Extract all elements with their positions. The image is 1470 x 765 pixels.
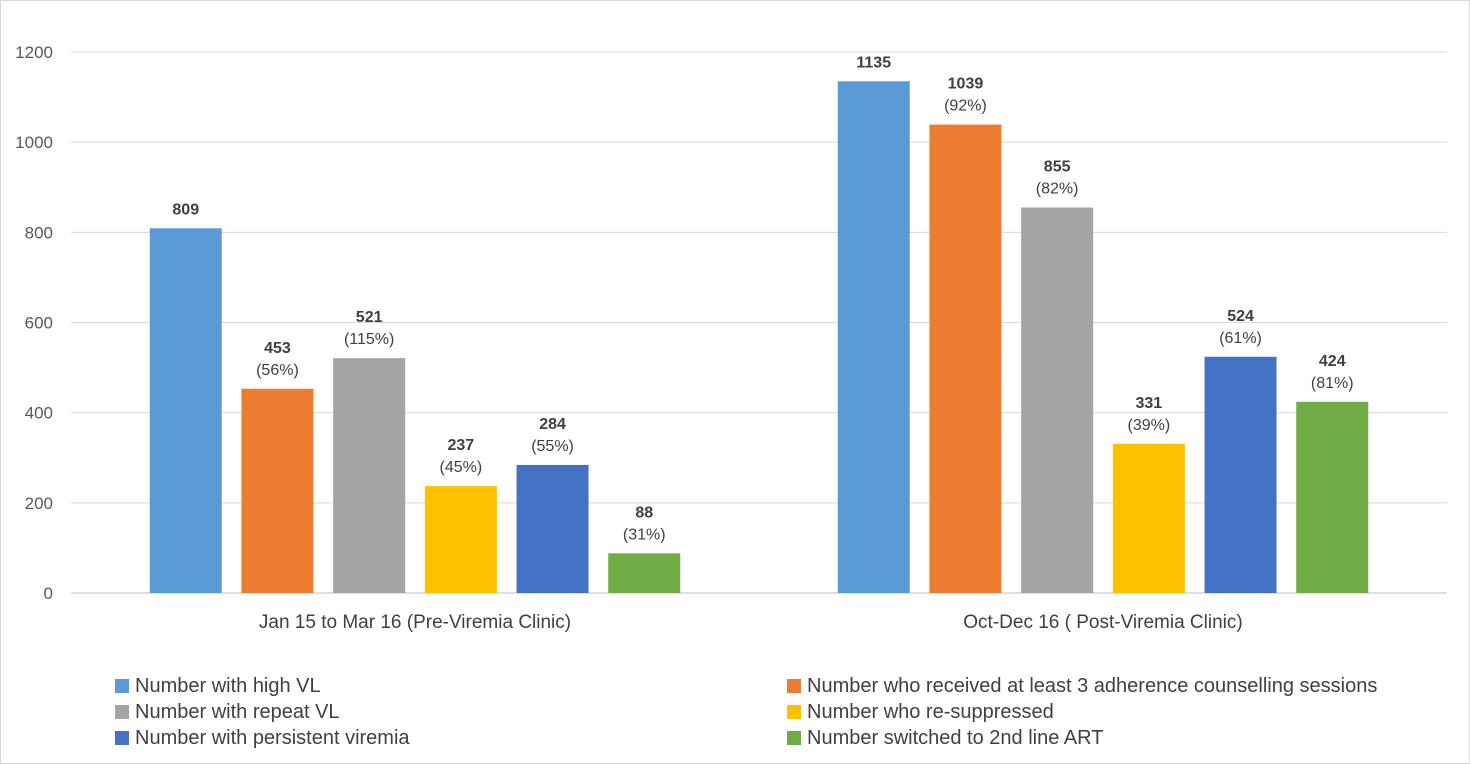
bar: [333, 358, 406, 593]
y-tick-label: 0: [44, 584, 53, 603]
data-label: 331: [1135, 395, 1162, 412]
data-label: 1135: [856, 54, 891, 71]
bar: [929, 124, 1002, 593]
legend-swatch: [787, 705, 801, 719]
legend: Number with high VL Number who received …: [115, 674, 1455, 750]
data-label: (45%): [440, 459, 483, 476]
data-label: 1039: [948, 76, 984, 93]
bar: [424, 486, 497, 593]
bar: [1112, 443, 1185, 593]
data-label: 809: [172, 201, 199, 218]
y-tick-label: 600: [25, 314, 53, 333]
data-label: (82%): [1036, 181, 1079, 198]
legend-label: Number with high VL: [135, 674, 321, 697]
legend-label: Number with repeat VL: [135, 700, 340, 723]
bar: [1021, 207, 1094, 593]
bar: [516, 464, 589, 593]
data-label: 521: [356, 309, 383, 326]
data-label: (81%): [1311, 375, 1354, 392]
x-category-label: Jan 15 to Mar 16 (Pre-Viremia Clinic): [259, 612, 571, 633]
x-axis-categories: Jan 15 to Mar 16 (Pre-Viremia Clinic) Oct…: [259, 612, 1243, 633]
legend-label: Number with persistent viremia: [135, 726, 410, 749]
legend-swatch: [115, 705, 129, 719]
legend-swatch: [115, 731, 129, 745]
legend-label: Number switched to 2nd line ART: [807, 726, 1104, 749]
legend-label: Number who received at least 3 adherence…: [807, 674, 1378, 697]
x-category-label: Oct-Dec 16 ( Post-Viremia Clinic): [963, 612, 1242, 633]
bars: [149, 81, 1369, 594]
data-label: 424: [1319, 353, 1346, 370]
y-tick-label: 800: [25, 223, 53, 242]
data-label: (55%): [531, 438, 574, 455]
legend-item-high-vl: Number with high VL: [115, 674, 787, 698]
y-tick-label: 1000: [15, 133, 53, 152]
data-label: 237: [447, 437, 474, 454]
data-labels: 809 453 (56%) 521 (115%) 237 (45%) 284 (55%) 88 (3…: [172, 54, 1353, 543]
data-label: (92%): [944, 98, 987, 115]
legend-item-re-suppressed: Number who re-suppressed: [787, 700, 1447, 724]
data-label: (56%): [256, 362, 299, 379]
data-label: (39%): [1128, 417, 1171, 434]
legend-item-repeat-vl: Number with repeat VL: [115, 700, 787, 724]
y-tick-label: 400: [25, 404, 53, 423]
data-label: (115%): [344, 331, 394, 348]
bar: [149, 228, 222, 594]
y-tick-label: 200: [25, 494, 53, 513]
data-label: (61%): [1219, 330, 1262, 347]
data-label: 284: [539, 416, 566, 433]
legend-swatch: [787, 679, 801, 693]
data-label: 453: [264, 340, 291, 357]
data-label: 855: [1044, 159, 1071, 176]
legend-item-adherence-counselling: Number who received at least 3 adherence…: [787, 674, 1447, 698]
data-label: (31%): [623, 526, 666, 543]
legend-swatch: [787, 731, 801, 745]
legend-label: Number who re-suppressed: [807, 700, 1054, 723]
bar: [241, 388, 314, 593]
y-axis-ticks: 0 200 400 600 800 1000 1200: [15, 43, 53, 603]
legend-item-persistent-viremia: Number with persistent viremia: [115, 726, 787, 750]
legend-swatch: [115, 679, 129, 693]
bar: [837, 81, 910, 593]
legend-item-second-line-art: Number switched to 2nd line ART: [787, 726, 1447, 750]
bar: [608, 553, 681, 593]
y-tick-label: 1200: [15, 43, 53, 62]
bar: [1204, 356, 1277, 593]
data-label: 88: [635, 504, 653, 521]
data-label: 524: [1227, 308, 1254, 325]
bar: [1296, 401, 1369, 593]
